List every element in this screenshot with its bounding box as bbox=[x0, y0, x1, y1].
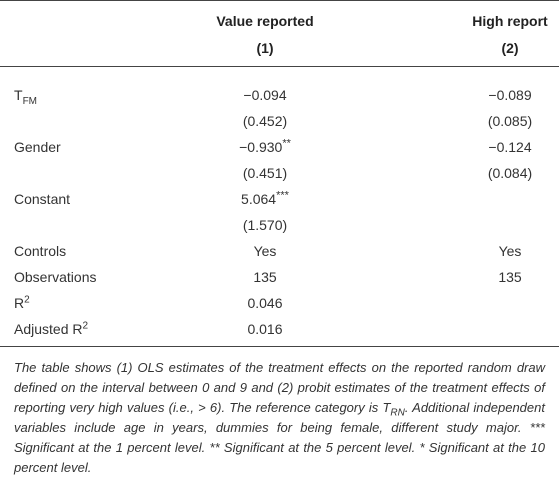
note-subscript: RN bbox=[390, 407, 405, 419]
cell: (1.570) bbox=[165, 216, 365, 234]
label-subscript: FM bbox=[22, 95, 38, 107]
label-text: Observations bbox=[14, 269, 97, 285]
cell-value: −0.094 bbox=[243, 87, 287, 103]
cell-value: (0.084) bbox=[487, 165, 533, 181]
column-number: (2) bbox=[501, 40, 519, 56]
note-text: The table shows (1) OLS estimates of the… bbox=[14, 360, 545, 415]
cell: −0.930** bbox=[165, 138, 365, 156]
label-text: R bbox=[14, 295, 25, 311]
cell-value: Yes bbox=[253, 243, 277, 259]
cell: Yes bbox=[420, 242, 559, 260]
cell-value: (0.452) bbox=[242, 113, 288, 129]
cell: 0.046 bbox=[165, 294, 365, 312]
cell: (0.451) bbox=[165, 164, 365, 182]
significance-stars: ** bbox=[282, 137, 291, 150]
row-label: Controls bbox=[14, 242, 66, 260]
cell-value: 0.046 bbox=[247, 295, 283, 311]
cell: 135 bbox=[420, 268, 559, 286]
row-label: R2 bbox=[14, 294, 30, 312]
cell-value: 135 bbox=[253, 269, 277, 285]
cell-value: −0.930 bbox=[239, 139, 283, 155]
cell-value: −0.089 bbox=[488, 87, 532, 103]
cell: 135 bbox=[165, 268, 365, 286]
cell-value: (1.570) bbox=[242, 217, 288, 233]
cell: −0.089 bbox=[420, 86, 559, 104]
cell-value: 0.016 bbox=[247, 321, 283, 337]
cell: −0.094 bbox=[165, 86, 365, 104]
label-text: Gender bbox=[14, 139, 61, 155]
row-label: Constant bbox=[14, 190, 70, 208]
label-text: Constant bbox=[14, 191, 71, 207]
note-text: . Additional independent variables inclu… bbox=[14, 400, 545, 475]
column-title: High report bbox=[472, 13, 548, 29]
cell-value: Yes bbox=[498, 243, 522, 259]
cell: (0.085) bbox=[420, 112, 559, 130]
bottom-rule bbox=[0, 346, 559, 347]
significance-stars: *** bbox=[276, 189, 289, 202]
row-label: TFM bbox=[14, 86, 38, 107]
cell-value: (0.451) bbox=[242, 165, 288, 181]
cell-value: (0.085) bbox=[487, 113, 533, 129]
table-note: The table shows (1) OLS estimates of the… bbox=[14, 358, 545, 478]
cell-value: 5.064 bbox=[241, 191, 277, 207]
cell: 0.016 bbox=[165, 320, 365, 338]
header-rule bbox=[0, 66, 559, 67]
label-text: T bbox=[14, 87, 23, 103]
cell-value: 135 bbox=[498, 269, 522, 285]
label-superscript: 2 bbox=[82, 320, 89, 332]
cell: (0.452) bbox=[165, 112, 365, 130]
label-text: Adjusted R bbox=[14, 321, 83, 337]
cell-value: −0.124 bbox=[488, 139, 532, 155]
label-text: Controls bbox=[14, 243, 67, 259]
row-label: Gender bbox=[14, 138, 61, 156]
row-label: Observations bbox=[14, 268, 96, 286]
cell: Yes bbox=[165, 242, 365, 260]
cell: 5.064*** bbox=[165, 190, 365, 208]
cell: (0.084) bbox=[420, 164, 559, 182]
column-title: Value reported bbox=[216, 13, 314, 29]
top-rule bbox=[0, 0, 559, 1]
cell: −0.124 bbox=[420, 138, 559, 156]
row-label: Adjusted R2 bbox=[14, 320, 88, 338]
label-superscript: 2 bbox=[24, 294, 30, 306]
column-number: (1) bbox=[256, 40, 274, 56]
